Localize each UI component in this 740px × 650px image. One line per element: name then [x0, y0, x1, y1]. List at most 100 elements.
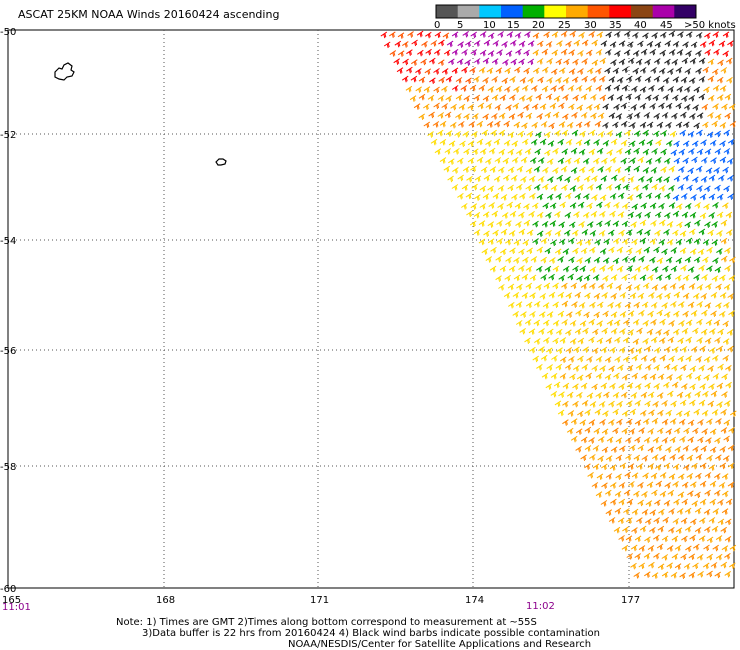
wind-barb: [589, 266, 597, 273]
wind-barb: [590, 210, 598, 218]
wind-barb: [526, 130, 534, 138]
wind-barb: [555, 328, 563, 336]
wind-barb: [694, 507, 702, 515]
wind-barb: [683, 427, 690, 435]
wind-barb: [596, 337, 604, 345]
wind-barb: [477, 102, 485, 110]
wind-barb: [482, 211, 490, 218]
wind-barb: [673, 157, 681, 165]
wind-barb: [701, 309, 708, 317]
legend-label-50: >50 knots: [684, 20, 736, 31]
wind-barb: [555, 58, 563, 66]
wind-barb: [659, 337, 666, 344]
wind-barb: [703, 86, 710, 94]
wind-barb: [640, 202, 647, 210]
wind-barb: [575, 139, 583, 147]
wind-barb: [534, 148, 541, 156]
wind-barb: [642, 167, 650, 174]
wind-barb: [524, 337, 531, 345]
wind-barb: [605, 489, 612, 497]
wind-barb: [583, 193, 590, 200]
wind-barb: [592, 347, 599, 355]
wind-barb: [626, 265, 633, 272]
wind-barb: [622, 355, 630, 363]
wind-barb: [656, 121, 664, 129]
wind-barb: [717, 499, 724, 506]
wind-barb: [637, 292, 645, 300]
wind-barb: [654, 499, 661, 507]
wind-barb: [592, 328, 599, 336]
wind-barb: [701, 157, 708, 164]
wind-barb: [633, 184, 640, 192]
wind-barb: [580, 282, 588, 290]
wind-barb: [708, 212, 715, 219]
wind-barb: [565, 192, 572, 200]
wind-barb: [476, 138, 484, 146]
wind-barb: [410, 75, 418, 83]
wind-barb: [712, 373, 720, 380]
wind-barb: [605, 337, 613, 344]
wind-barb: [643, 246, 651, 254]
note-line-2: 3)Data buffer is 22 hrs from 20160424 4)…: [142, 628, 600, 639]
wind-barb: [624, 471, 631, 479]
wind-barb: [714, 571, 721, 579]
wind-barb: [593, 292, 601, 300]
wind-barb: [586, 392, 594, 400]
wind-barb: [544, 247, 552, 255]
wind-barb: [697, 248, 705, 256]
wind-barb: [608, 76, 616, 83]
wind-barb: [661, 437, 669, 444]
wind-barb: [423, 86, 431, 93]
wind-barb: [617, 517, 625, 525]
wind-barb: [639, 67, 647, 74]
wind-barb: [668, 30, 676, 38]
wind-barb: [652, 94, 660, 102]
wind-barb: [572, 58, 579, 66]
wind-barb: [556, 347, 563, 354]
wind-barb: [727, 444, 735, 452]
wind-barb: [490, 246, 497, 254]
wind-barb: [672, 210, 680, 218]
wind-barb: [610, 311, 618, 319]
wind-barb: [685, 355, 693, 362]
wind-barb: [504, 67, 511, 75]
wind-barb: [525, 184, 532, 192]
wind-barb: [612, 408, 619, 416]
wind-barb: [682, 274, 690, 282]
wind-barb: [507, 148, 515, 156]
wind-barb: [599, 365, 606, 372]
wind-barb: [429, 77, 436, 85]
wind-barb: [689, 113, 696, 120]
wind-barb: [722, 490, 729, 498]
wind-barb: [606, 149, 613, 156]
wind-barb: [539, 103, 547, 111]
wind-barb: [565, 157, 572, 165]
wind-barb: [498, 166, 505, 174]
legend-swatch: [652, 5, 675, 18]
wind-barb: [633, 147, 640, 155]
wind-barb: [543, 31, 550, 39]
wind-barb: [663, 329, 670, 337]
wind-barb: [614, 336, 621, 344]
wind-barb: [569, 221, 576, 229]
wind-barb: [526, 229, 534, 237]
wind-barb: [699, 345, 706, 353]
wind-barb: [637, 481, 644, 489]
legend-label-15: 15: [507, 20, 520, 31]
wind-barb: [627, 310, 635, 317]
wind-barb: [576, 257, 583, 264]
wind-barb: [645, 158, 653, 165]
wind-barb: [616, 400, 623, 408]
wind-barb: [430, 138, 438, 146]
wind-barb: [578, 148, 586, 156]
wind-barb: [514, 66, 521, 74]
wind-barb: [721, 391, 728, 398]
wind-barb: [672, 94, 679, 102]
wind-barb: [420, 58, 427, 66]
wind-barb: [717, 328, 724, 336]
wind-barb: [505, 50, 513, 57]
wind-barb: [575, 85, 583, 92]
wind-barb: [682, 41, 689, 48]
wind-barb: [604, 356, 612, 364]
wind-barb: [513, 274, 521, 282]
